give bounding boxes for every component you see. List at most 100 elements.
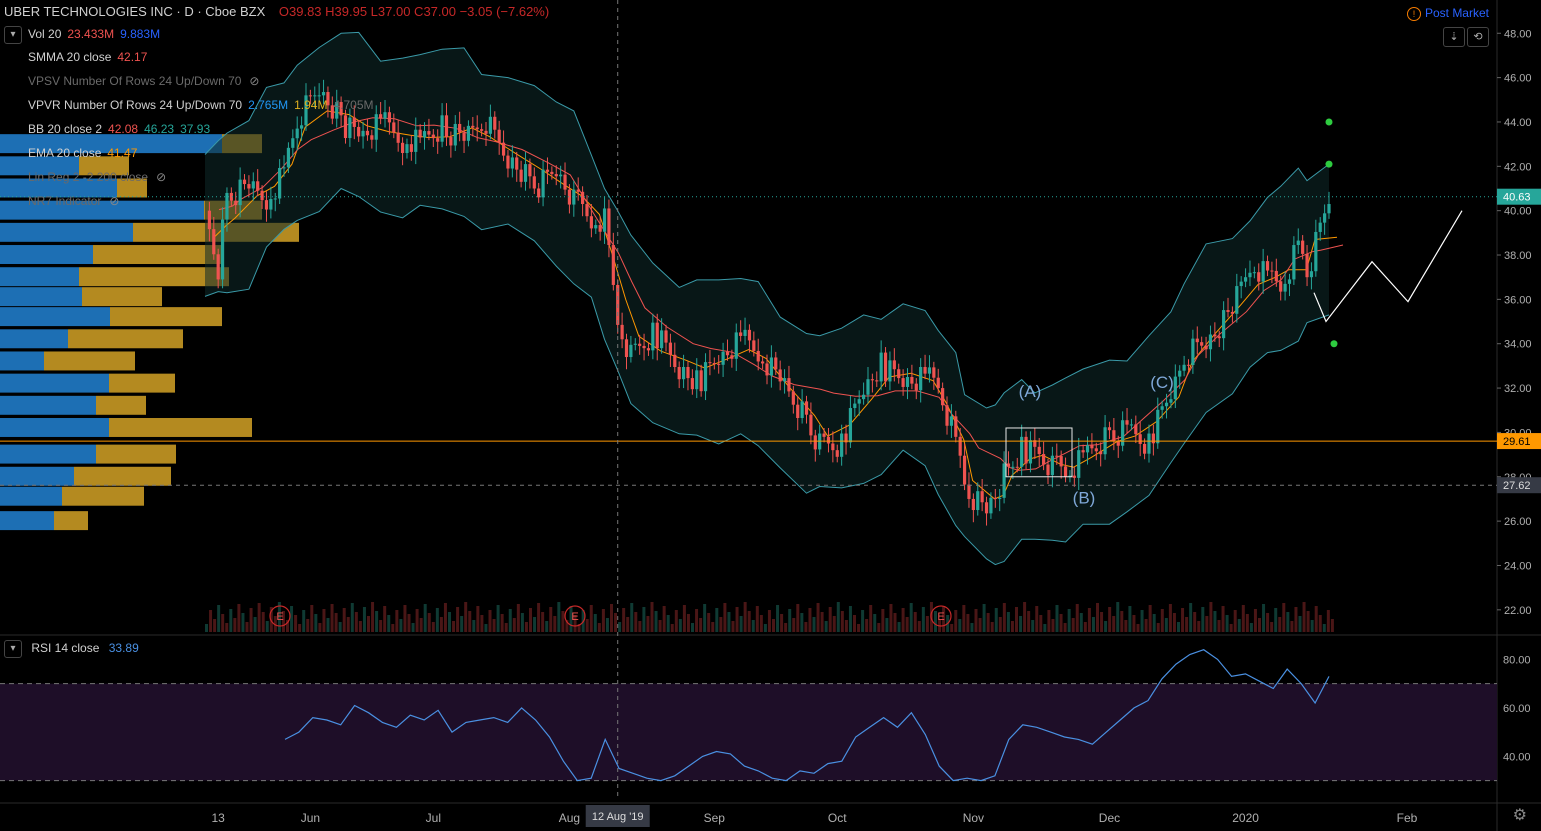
candle-body bbox=[1112, 430, 1116, 442]
volume-bar bbox=[229, 609, 233, 632]
volume-bar bbox=[456, 607, 460, 632]
volume-bar bbox=[565, 620, 569, 632]
candle-body bbox=[861, 394, 866, 400]
candle-body bbox=[638, 343, 642, 346]
wave-label-a: (A) bbox=[1019, 382, 1042, 401]
indicator-1[interactable]: SMMA 20 close 42.17 bbox=[4, 50, 147, 64]
indicator-2[interactable]: VPSV Number Of Rows 24 Up/Down 70 ⊘ bbox=[4, 74, 259, 88]
candle-body bbox=[1125, 420, 1129, 425]
candle-body bbox=[1248, 272, 1252, 278]
gear-icon[interactable]: ⚙ bbox=[1512, 807, 1527, 824]
candle-body bbox=[352, 117, 356, 127]
post-market-badge[interactable]: ! Post Market bbox=[1406, 6, 1489, 21]
volume-bar bbox=[589, 605, 593, 632]
rsi-name[interactable]: RSI 14 close bbox=[31, 641, 100, 656]
volume-bar bbox=[557, 602, 561, 632]
volume-bar bbox=[755, 606, 759, 632]
indicator-4[interactable]: BB 20 close 2 42.08 46.23 37.93 bbox=[4, 122, 210, 136]
volume-bar bbox=[342, 608, 346, 632]
volume-bar bbox=[804, 622, 808, 632]
candle-body bbox=[1182, 364, 1186, 371]
candle-body bbox=[1169, 399, 1173, 403]
volume-bar bbox=[788, 609, 792, 632]
volume-bar bbox=[1229, 624, 1233, 632]
indicator-6[interactable]: Lin Reg 2 -2 200 close ⊘ bbox=[4, 170, 166, 184]
hidden-eye-icon[interactable]: ⊘ bbox=[109, 194, 120, 208]
candle-body bbox=[642, 345, 646, 349]
time-tick-label: 13 bbox=[211, 811, 225, 825]
indicator-7[interactable]: NR7 Indicator ⊘ bbox=[4, 194, 119, 208]
volume-bar bbox=[253, 617, 257, 632]
candle-body bbox=[1178, 370, 1182, 377]
smma-line bbox=[218, 117, 1344, 471]
collapse-icon[interactable]: ▾ bbox=[4, 26, 22, 44]
candle-body bbox=[497, 129, 501, 143]
indicator-3[interactable]: VPVR Number Of Rows 24 Up/Down 70 2.765M 1… bbox=[4, 98, 374, 112]
volume-bar bbox=[873, 614, 877, 632]
candle-body bbox=[264, 200, 269, 210]
candle-body bbox=[1121, 420, 1125, 446]
volume-bar bbox=[1051, 619, 1055, 632]
scroll-down-button[interactable]: ⇣ bbox=[1443, 27, 1465, 47]
candle-body bbox=[501, 142, 506, 156]
volume-bar bbox=[496, 605, 500, 632]
volume-bar bbox=[294, 615, 298, 632]
candle-body bbox=[343, 115, 348, 139]
candle-body bbox=[756, 350, 760, 362]
last-price-label: 40.63 bbox=[1503, 192, 1531, 204]
candle-body bbox=[1222, 310, 1226, 339]
candle-body bbox=[1191, 338, 1195, 366]
volume-bar bbox=[269, 607, 273, 632]
volume-profile-down-bar bbox=[79, 267, 229, 287]
candle-body bbox=[295, 128, 299, 139]
candle-body bbox=[730, 355, 734, 359]
indicator-5[interactable]: EMA 20 close 41.47 bbox=[4, 146, 137, 160]
candle-body bbox=[1213, 334, 1217, 337]
candle-body bbox=[589, 216, 593, 229]
symbol-title[interactable]: UBER TECHNOLOGIES INC · D · Cboe BZX bbox=[4, 4, 266, 19]
candle-body bbox=[646, 348, 651, 351]
volume-bar bbox=[1132, 615, 1136, 632]
volume-bar bbox=[480, 615, 484, 632]
candle-body bbox=[436, 138, 440, 142]
candle-body bbox=[576, 189, 580, 192]
hidden-eye-icon[interactable]: ⊘ bbox=[249, 74, 260, 88]
volume-bar bbox=[638, 621, 642, 632]
volume-profile-down-bar bbox=[109, 418, 252, 437]
volume-bar bbox=[1314, 606, 1318, 632]
volume-bar bbox=[853, 615, 856, 632]
candle-body bbox=[1081, 450, 1085, 453]
volume-bar bbox=[1274, 608, 1278, 632]
volume-bar bbox=[411, 623, 415, 632]
candle-body bbox=[629, 344, 633, 358]
volume-bar bbox=[869, 605, 873, 632]
candle-body bbox=[1279, 281, 1283, 292]
volume-bar bbox=[739, 616, 743, 632]
volume-bar bbox=[832, 616, 836, 632]
volume-bar bbox=[1266, 613, 1270, 632]
candle-body bbox=[458, 123, 462, 133]
volume-bar bbox=[877, 623, 881, 632]
candle-body bbox=[1305, 253, 1309, 278]
volume-bar bbox=[1071, 618, 1075, 632]
candle-body bbox=[1283, 283, 1287, 292]
candle-body bbox=[313, 95, 317, 97]
volume-bar bbox=[549, 607, 553, 632]
volume-profile-down-bar bbox=[82, 287, 162, 307]
volume-bar bbox=[950, 624, 954, 632]
indicator-0[interactable]: ▾ Vol 20 23.433M 9.883M bbox=[4, 26, 160, 44]
hidden-eye-icon[interactable]: ⊘ bbox=[156, 170, 167, 184]
reset-button[interactable]: ⟲ bbox=[1467, 27, 1489, 47]
candle-body bbox=[1235, 286, 1239, 314]
candle-body bbox=[1142, 443, 1147, 454]
collapse-icon[interactable]: ▾ bbox=[4, 640, 22, 658]
volume-bar bbox=[516, 604, 520, 632]
candle-body bbox=[379, 114, 383, 119]
candle-body bbox=[242, 179, 247, 185]
volume-bar bbox=[986, 613, 990, 632]
candle-body bbox=[699, 370, 703, 392]
candle-body bbox=[493, 116, 497, 130]
volume-bar bbox=[403, 605, 407, 632]
candle-body bbox=[1243, 277, 1248, 282]
